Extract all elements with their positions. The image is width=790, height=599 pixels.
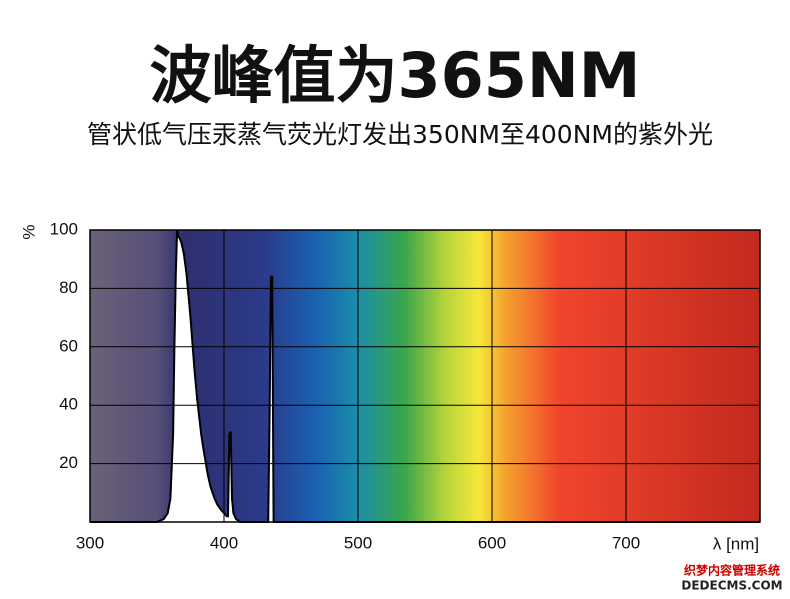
- x-axis-label: λ [nm]: [713, 534, 759, 553]
- x-tick-label: 300: [76, 533, 104, 552]
- watermark: 织梦内容管理系统: [684, 563, 780, 578]
- y-axis-label: %: [19, 224, 38, 239]
- title: 波峰值为365NM: [149, 39, 640, 112]
- x-tick-label: 600: [478, 533, 506, 552]
- y-tick-label: 80: [59, 278, 78, 297]
- y-tick-label: 40: [59, 395, 78, 414]
- x-tick-label: 400: [210, 533, 238, 552]
- x-tick-label: 700: [612, 533, 640, 552]
- subtitle: 管状低气压汞蒸气荧光灯发出350NM至400NM的紫外光: [87, 120, 713, 149]
- y-tick-label: 100: [50, 219, 78, 238]
- y-tick-label: 20: [59, 453, 78, 472]
- plot-border: [89, 229, 761, 523]
- x-tick-label: 500: [344, 533, 372, 552]
- watermark: DEDECMS.COM: [681, 579, 782, 593]
- y-tick-label: 60: [59, 336, 78, 355]
